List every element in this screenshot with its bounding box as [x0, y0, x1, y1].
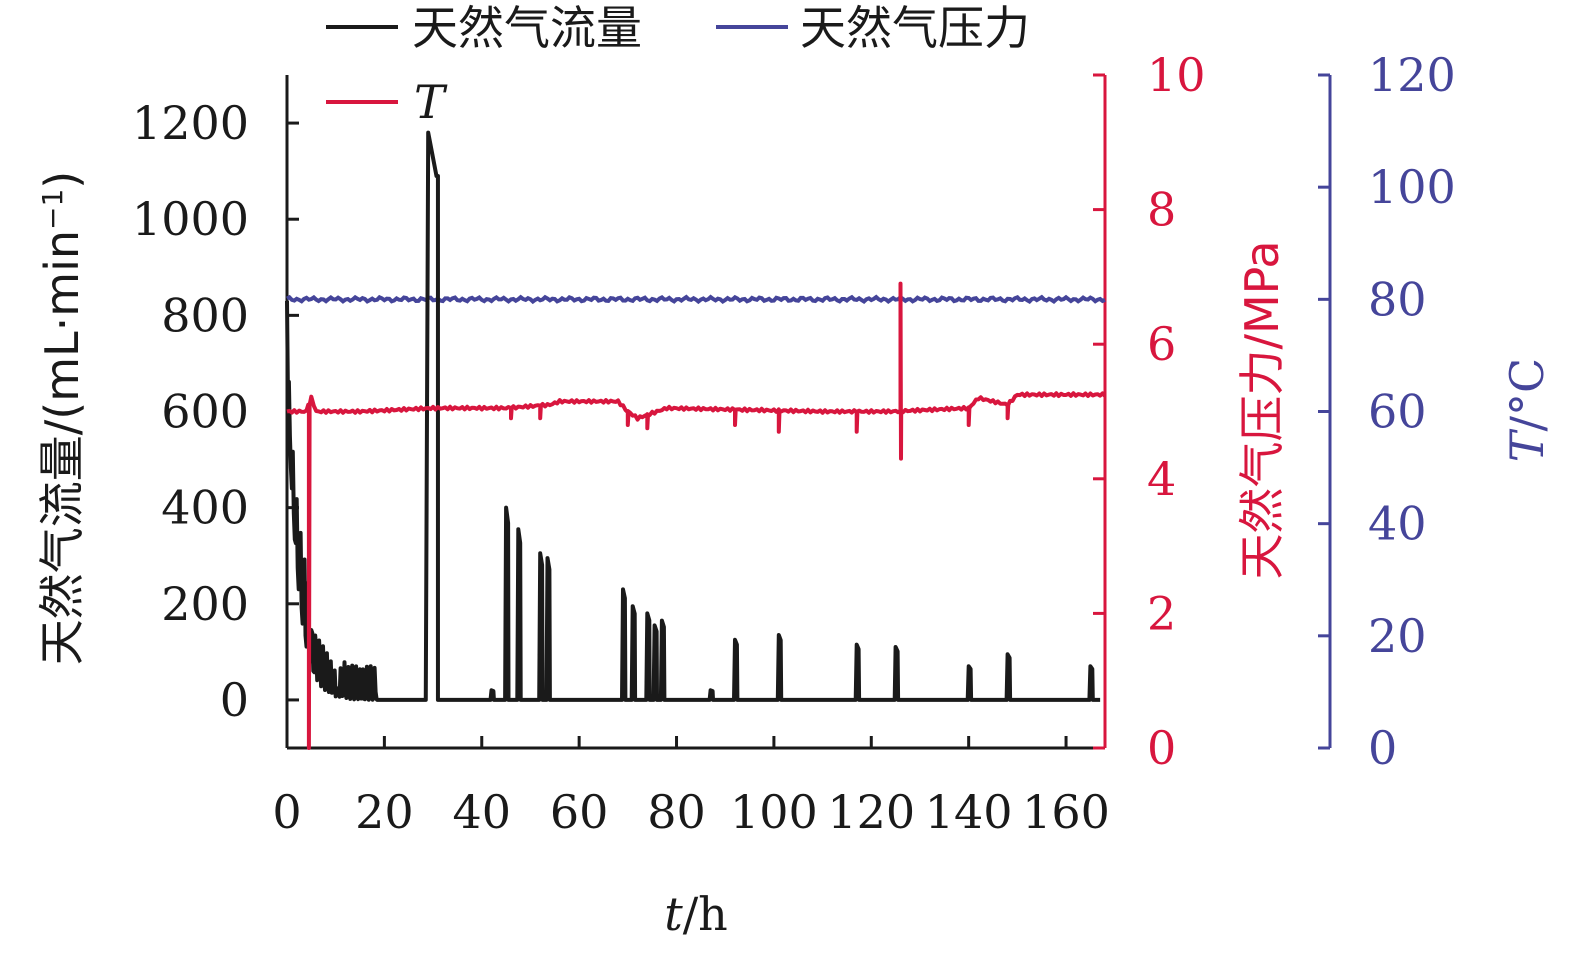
- y-axis-right1-title: 天然气压力/MPa: [1235, 240, 1289, 579]
- x-tick-label: 160: [1022, 785, 1110, 839]
- y-left-label-close: ): [35, 171, 89, 189]
- legend-label-pressure: 天然气压力: [800, 1, 1030, 55]
- y-right1-tick-label: 8: [1147, 183, 1176, 237]
- y-right2-label-var: T: [1500, 428, 1554, 462]
- y-axis-left-title: 天然气流量/(mL·min−1): [35, 171, 89, 665]
- y-right2-tick-label: 0: [1368, 721, 1397, 775]
- series-layer: [285, 130, 1107, 750]
- y-right2-tick-label: 120: [1368, 48, 1456, 102]
- y-right1-tick-label: 2: [1147, 586, 1176, 640]
- x-tick-label: 40: [452, 785, 511, 839]
- legend: 天然气流量 天然气压力 T: [326, 1, 1030, 129]
- y-right2-tick-label: 60: [1368, 385, 1427, 439]
- legend-label-flow: 天然气流量: [412, 1, 642, 55]
- y-left-tick-label: 400: [161, 481, 249, 535]
- x-tick-label: 80: [647, 785, 706, 839]
- x-axis-title: t/h: [664, 887, 728, 941]
- x-label-var: t: [664, 887, 683, 941]
- y-right1-tick-label: 6: [1147, 317, 1176, 371]
- y-right2-tick-label: 80: [1368, 272, 1427, 326]
- series-temperature-line: [286, 281, 1107, 750]
- y-left-tick-label: 1000: [132, 192, 249, 246]
- y-left-label-main: 天然气流量/(mL·min: [35, 230, 89, 665]
- series-pressure-line: [286, 294, 1106, 305]
- legend-label-temperature: T: [414, 75, 448, 129]
- y-left-tick-label: 0: [220, 673, 249, 727]
- y-right1-tick-label: 4: [1147, 452, 1176, 506]
- y-right1-tick-label: 10: [1147, 48, 1206, 102]
- y-right2-tick-label: 40: [1368, 497, 1427, 551]
- x-tick-label: 0: [272, 785, 301, 839]
- y-axis-right2-title: T/°C: [1500, 358, 1554, 462]
- x-tick-label: 140: [925, 785, 1013, 839]
- y-right2-tick-label: 100: [1368, 160, 1456, 214]
- y-left-tick-label: 800: [161, 288, 249, 342]
- y-right2-tick-label: 20: [1368, 609, 1427, 663]
- y-right2-label-unit: /°C: [1500, 358, 1554, 432]
- x-tick-label: 60: [550, 785, 609, 839]
- series-flow-line: [285, 130, 1101, 702]
- y-right1-tick-label: 0: [1147, 721, 1176, 775]
- y-left-tick-label: 1200: [132, 96, 249, 150]
- x-label-unit: /h: [683, 887, 728, 941]
- y-left-label-sup: −1: [36, 189, 69, 230]
- y-left-tick-label: 600: [161, 385, 249, 439]
- y-left-tick-label: 200: [161, 577, 249, 631]
- x-tick-label: 20: [355, 785, 414, 839]
- x-tick-label: 100: [730, 785, 818, 839]
- x-tick-label: 120: [827, 785, 915, 839]
